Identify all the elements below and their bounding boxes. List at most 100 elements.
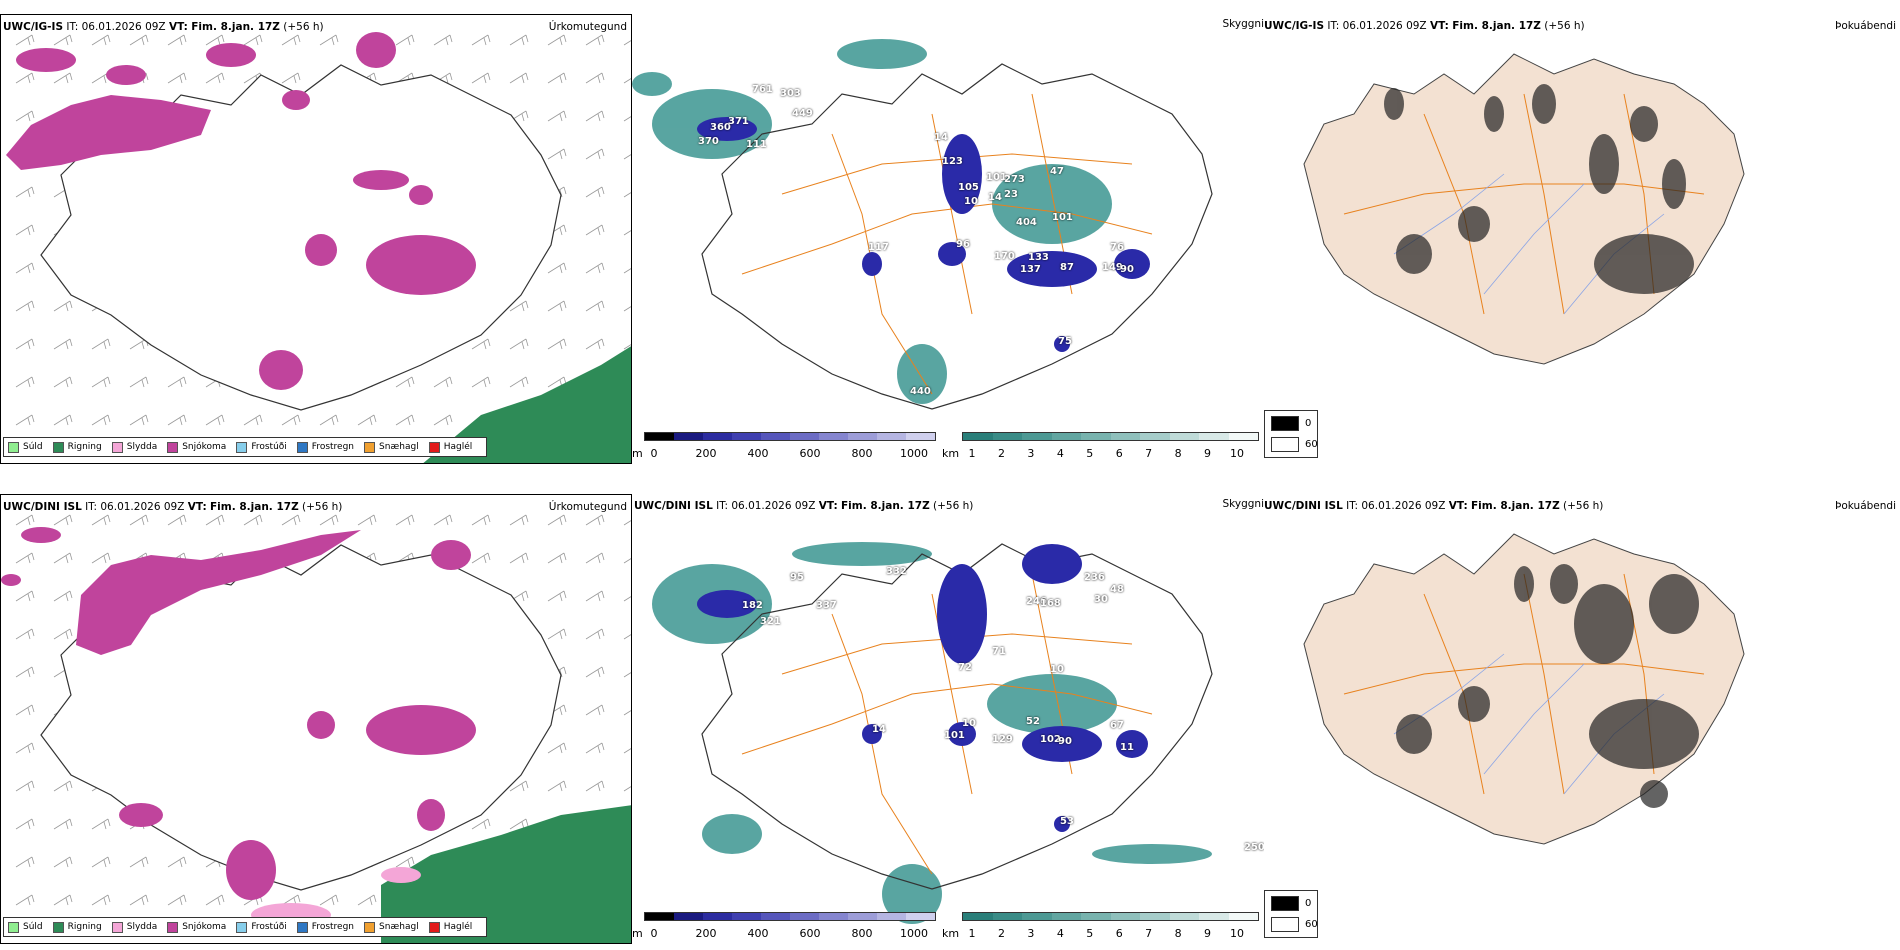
- scale-color-step: [1228, 433, 1258, 440]
- legend-label: Súld: [23, 442, 43, 452]
- wind-barb: [53, 590, 73, 602]
- value-label: 14: [872, 724, 886, 735]
- legend-swatch: [236, 441, 248, 453]
- model-name: UWC/DINI ISL: [1264, 500, 1343, 512]
- lead-time: (+56 h): [302, 501, 343, 513]
- wind-barb: [509, 514, 529, 526]
- legend-label: Haglél: [443, 922, 473, 932]
- scale-tick: 9: [1204, 447, 1212, 460]
- value-label: 123: [942, 156, 963, 167]
- wind-barb: [585, 300, 605, 312]
- it-value: 06.01.2026 09Z: [1361, 500, 1446, 512]
- wind-barb: [509, 72, 529, 84]
- panel-title: Þokuábendi: [1835, 500, 1896, 512]
- scale-tick: 6: [1115, 927, 1123, 940]
- wind-barb: [585, 224, 605, 236]
- wind-barb: [547, 514, 567, 526]
- scale-color-step: [1022, 913, 1052, 920]
- low-cloud-areas: [697, 117, 1150, 352]
- wind-barb: [433, 34, 453, 46]
- value-label: 67: [1110, 720, 1124, 731]
- wind-barb: [15, 780, 35, 792]
- wind-barb: [547, 300, 567, 312]
- scale-unit: m: [632, 447, 643, 460]
- value-label: 72: [958, 662, 972, 673]
- scale-color-step: [790, 913, 819, 920]
- wind-barb: [585, 262, 605, 274]
- scale-color-step: [674, 913, 703, 920]
- scale-tick: 4: [1056, 447, 1064, 460]
- wind-barb: [91, 856, 111, 868]
- wind-barb: [167, 376, 187, 388]
- scale-color-step: [877, 433, 906, 440]
- wind-barb: [433, 514, 453, 526]
- scale-tick: 4: [1056, 927, 1064, 940]
- wind-barb: [167, 894, 187, 906]
- wind-barb: [395, 376, 415, 388]
- wind-barb: [15, 894, 35, 906]
- value-label: 321: [760, 616, 781, 627]
- wind-barb: [15, 818, 35, 830]
- it-label: IT:: [1346, 500, 1359, 512]
- cloud-legend-top: 0: [1305, 898, 1312, 909]
- scale-color-step: [732, 433, 761, 440]
- value-label: 90: [1120, 264, 1134, 275]
- value-label: 76: [1110, 242, 1124, 253]
- legend-label: Haglél: [443, 442, 473, 452]
- value-label: 303: [780, 88, 801, 99]
- scale-color-step: [1169, 433, 1199, 440]
- it-label: IT:: [66, 21, 79, 33]
- vt-value: Fim. 8.jan. 17Z: [210, 501, 299, 513]
- wind-barb: [471, 34, 491, 46]
- value-label: 117: [868, 242, 889, 253]
- scale-color-step: [703, 913, 732, 920]
- visibility-panel-row1: 761 303 449 360 371 370 111 14 123 105 1…: [632, 14, 1264, 464]
- value-label: 102: [1040, 734, 1061, 745]
- value-label: 137: [1020, 264, 1041, 275]
- legend-swatch: [364, 441, 376, 453]
- legend-swatch: [364, 921, 376, 933]
- wind-barb: [129, 514, 149, 526]
- scale-color-step: [674, 433, 703, 440]
- wind-barb: [585, 34, 605, 46]
- value-label: 48: [1110, 584, 1124, 595]
- legend-swatch: [167, 441, 179, 453]
- wind-barb: [91, 514, 111, 526]
- wind-barb: [129, 376, 149, 388]
- panel-title: Úrkomutegund: [548, 21, 627, 33]
- wind-barb: [205, 894, 225, 906]
- wind-barb: [585, 72, 605, 84]
- scale-color-step: [1228, 913, 1258, 920]
- model-name: UWC/DINI ISL: [3, 501, 82, 513]
- visibility-scale: km 1 2 3 4 5 6 7 8 9 10: [942, 912, 1262, 942]
- wind-barb: [547, 590, 567, 602]
- legend-item: Slydda: [111, 921, 157, 933]
- scale-color-step: [1022, 433, 1052, 440]
- wind-barb: [167, 414, 187, 426]
- panel-header: UWC/DINI ISL IT: 06.01.2026 09Z VT: Fim.…: [1264, 500, 1603, 512]
- wind-barb: [585, 186, 605, 198]
- scale-tick: 1: [968, 447, 976, 460]
- wind-barb: [547, 110, 567, 122]
- wind-barb: [623, 192, 631, 198]
- fog-index-panel-row1: UWC/IG-IS IT: 06.01.2026 09Z VT: Fim. 8.…: [1264, 14, 1900, 464]
- wind-barb: [623, 230, 631, 236]
- precip-type-map: [1, 514, 631, 943]
- scale-color-step: [1140, 913, 1170, 920]
- wind-barb: [15, 414, 35, 426]
- scale-color-step: [790, 433, 819, 440]
- legend-label: Rigning: [67, 442, 102, 452]
- value-label: 449: [792, 108, 813, 119]
- wind-barb: [471, 818, 491, 830]
- scale-tick: 2: [997, 927, 1005, 940]
- wind-barb: [623, 306, 631, 312]
- wind-barb: [15, 514, 35, 526]
- vt-value: Fim. 8.jan. 17Z: [1452, 20, 1541, 32]
- wind-barb: [357, 514, 377, 526]
- value-label: 30: [1094, 594, 1108, 605]
- value-label: 182: [742, 600, 763, 611]
- wind-barb: [129, 894, 149, 906]
- wind-barb: [585, 704, 605, 716]
- wind-barb: [91, 552, 111, 564]
- wind-barb: [167, 34, 187, 46]
